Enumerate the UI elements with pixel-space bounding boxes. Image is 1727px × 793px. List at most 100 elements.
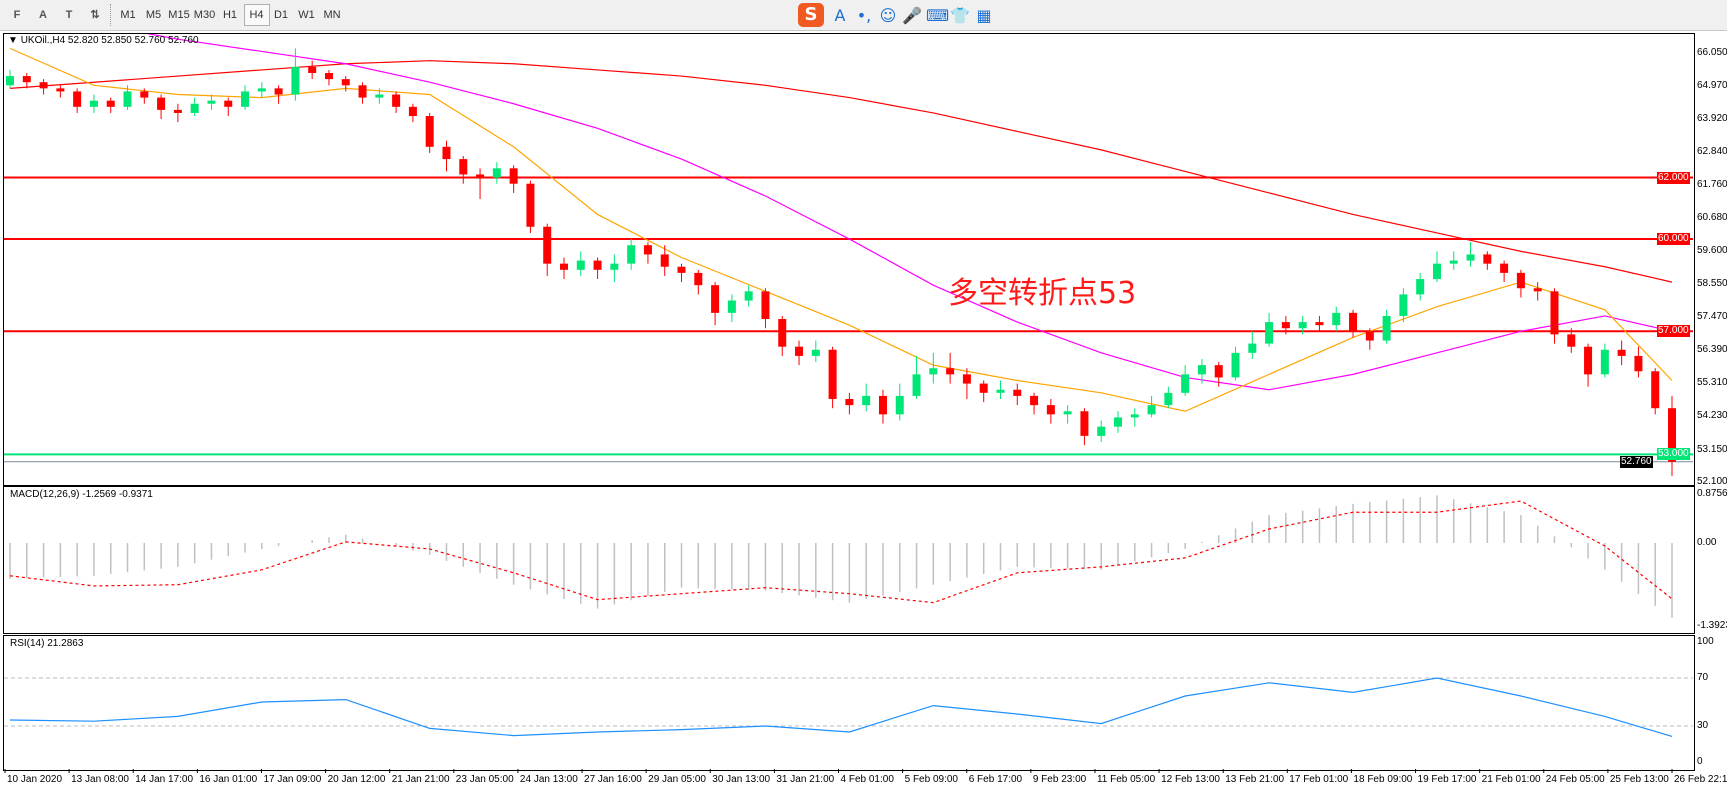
arrows-dropdown-icon[interactable]: ⇅ <box>90 9 100 21</box>
toolbar: F A T ⇅ M1 M5 M15 M30 H1 H4 D1 W1 MN S A •, ☺ 🎤 ⌨ 👕 ▦ <box>0 0 1727 31</box>
candle-body <box>711 285 720 313</box>
candle-body <box>22 76 31 83</box>
price-axis-label: 63.920 <box>1697 112 1727 124</box>
time-axis-label: 31 Jan 21:00 <box>776 774 835 785</box>
candle-body <box>610 263 619 270</box>
candle-body <box>1399 294 1408 316</box>
toolbar-separator <box>110 4 113 26</box>
price-axis-label: 57.470 <box>1697 310 1727 322</box>
time-axis-label: 19 Feb 17:00 <box>1417 774 1477 785</box>
candle-body <box>1030 395 1039 406</box>
timeframe-m5-button[interactable]: M5 <box>145 9 162 21</box>
symbol-ohlc-label: UKOil.,H4 52.820 52.850 52.760 52.760 <box>20 35 199 46</box>
punctuation-icon[interactable]: •, <box>856 5 872 25</box>
price-axis-label: 62.840 <box>1697 145 1727 157</box>
price-level-badge: 60.000 <box>1657 233 1690 246</box>
text-icon[interactable]: A <box>39 9 47 21</box>
candle-body <box>1164 392 1173 406</box>
chinese-english-toggle-icon[interactable]: A <box>834 5 846 25</box>
candle-body <box>308 66 317 73</box>
candle-body <box>962 374 971 384</box>
timeframe-m1-button[interactable]: M1 <box>120 9 136 21</box>
microphone-icon[interactable]: 🎤 <box>902 5 922 25</box>
candle-body <box>761 291 770 320</box>
time-axis-label: 21 Feb 01:00 <box>1481 774 1541 785</box>
price-axis-label: 60.680 <box>1697 212 1727 224</box>
candle-body <box>1315 322 1324 326</box>
candle-body <box>576 260 585 270</box>
candle-body <box>643 245 652 255</box>
candle-body <box>660 254 669 267</box>
price-axis-label: 59.600 <box>1697 245 1727 257</box>
candle-body <box>694 272 703 286</box>
toolbox-icon[interactable]: ▦ <box>976 5 992 25</box>
rsi-pane[interactable] <box>3 635 1695 771</box>
time-axis-label: 29 Jan 05:00 <box>648 774 706 785</box>
candle-body <box>459 159 468 175</box>
candle-body <box>1231 352 1240 378</box>
time-axis-label: 4 Feb 01:00 <box>840 774 894 785</box>
sogou-logo-icon[interactable]: S <box>798 3 824 27</box>
candle-body <box>224 100 233 107</box>
text-label-icon[interactable]: T <box>65 9 73 21</box>
candle-body <box>1265 322 1274 344</box>
rsi-axis-label: 30 <box>1697 720 1709 731</box>
timeframe-d1-button[interactable]: D1 <box>273 9 289 21</box>
candle-body <box>593 260 602 270</box>
candle-body <box>173 109 182 113</box>
price-axis-label: 54.230 <box>1697 410 1727 422</box>
time-axis-label: 16 Jan 01:00 <box>199 774 258 785</box>
candle-body <box>1248 343 1257 353</box>
time-axis-label: 25 Feb 13:00 <box>1609 774 1669 785</box>
candle-body <box>392 94 401 107</box>
candle-body <box>408 106 417 117</box>
timeframe-w1-button[interactable]: W1 <box>298 9 315 21</box>
skin-icon[interactable]: 👕 <box>950 5 970 25</box>
time-axis-label: 27 Jan 16:00 <box>584 774 642 785</box>
candle-body <box>1483 254 1492 264</box>
candle-body <box>509 168 518 184</box>
rsi-axis-label: 0 <box>1697 756 1703 767</box>
fibonacci-lines-icon[interactable]: F <box>13 9 21 21</box>
candle-body <box>1147 405 1156 415</box>
timeframe-h4-button[interactable]: H4 <box>243 4 270 26</box>
price-axis-label: 61.760 <box>1697 178 1727 190</box>
candle-body <box>324 72 333 80</box>
chart-annotation-text[interactable]: 多空转折点53 <box>948 276 1137 311</box>
candle-body <box>862 395 871 406</box>
candle-body <box>274 88 283 95</box>
keyboard-icon[interactable]: ⌨ <box>926 5 950 25</box>
macd-axis-label: 0.00 <box>1697 537 1717 548</box>
timeframe-m30-button[interactable]: M30 <box>193 9 216 21</box>
price-axis-label: 66.050 <box>1697 47 1727 58</box>
price-axis-label: 58.550 <box>1697 277 1727 289</box>
timeframe-m15-button[interactable]: M15 <box>168 9 190 21</box>
candle-body <box>123 91 132 107</box>
price-axis-label: 56.390 <box>1697 344 1727 356</box>
time-axis-label: 14 Jan 17:00 <box>135 774 194 785</box>
time-axis-label: 13 Jan 08:00 <box>71 774 129 785</box>
candle-body <box>73 91 82 107</box>
moving-average-mid-line <box>146 34 1673 391</box>
time-axis-label: 5 Feb 09:00 <box>904 774 958 785</box>
price-axis-label: 55.310 <box>1697 377 1727 389</box>
candle-body <box>157 97 166 110</box>
rsi-line <box>9 677 1673 738</box>
candle-body <box>190 103 199 113</box>
candle-body <box>543 226 552 264</box>
time-axis-label: 18 Feb 09:00 <box>1353 774 1413 785</box>
price-level-badge: 57.000 <box>1657 325 1690 338</box>
candle-body <box>1617 349 1626 356</box>
candle-body <box>207 100 216 104</box>
moving-average-fast-line <box>9 47 1673 412</box>
candle-body <box>291 66 300 95</box>
candle-body <box>257 88 266 92</box>
candle-body <box>526 183 535 227</box>
timeframe-mn-button[interactable]: MN <box>323 9 341 21</box>
candle-body <box>1567 334 1576 347</box>
candle-body <box>1516 272 1525 289</box>
emoji-icon[interactable]: ☺ <box>879 5 897 25</box>
candle-body <box>996 389 1005 393</box>
candle-body <box>341 79 350 86</box>
timeframe-h1-button[interactable]: H1 <box>222 9 238 21</box>
